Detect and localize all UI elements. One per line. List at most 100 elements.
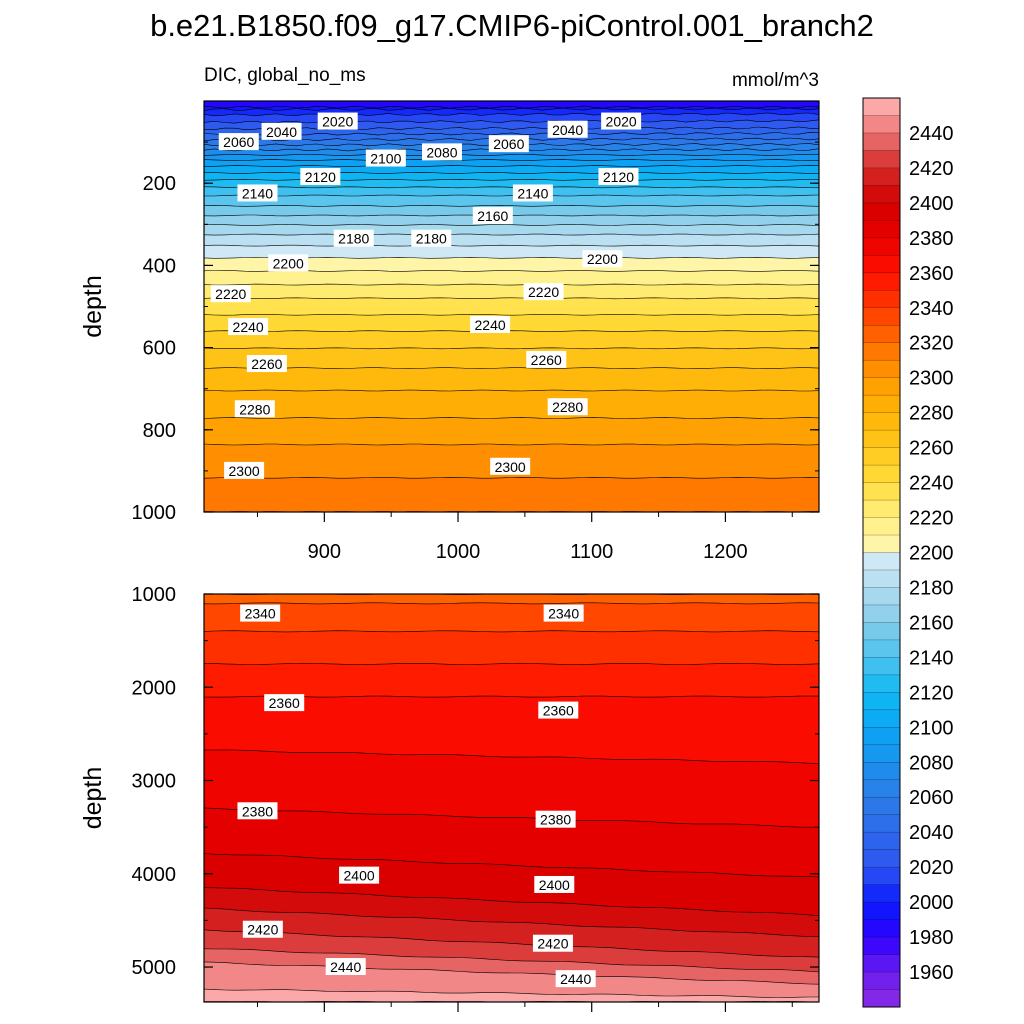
colorbar-swatch-2000: [863, 884, 900, 903]
contour-label-2040: 2040: [547, 120, 588, 138]
svg-text:2100: 2100: [370, 151, 401, 167]
svg-text:2080: 2080: [426, 144, 457, 160]
svg-text:2200: 2200: [587, 251, 618, 267]
colorbar-swatch-2340: [863, 290, 900, 309]
colorbar-swatch-1990: [863, 902, 900, 921]
band-2310: [204, 477, 819, 512]
contour-line-2280: [204, 389, 819, 392]
colorbar-swatch-2200: [863, 535, 900, 553]
colorbar-swatch-2290: [863, 377, 900, 396]
contour-line-2010: [204, 112, 819, 117]
contour-line-2420: [204, 929, 819, 958]
colorbar-label: 2080: [909, 752, 954, 774]
svg-text:2120: 2120: [305, 169, 336, 185]
svg-text:2140: 2140: [242, 185, 273, 201]
x-tick-label: 900: [308, 541, 341, 563]
contour-label-2380: 2380: [237, 802, 278, 820]
colorbar-swatch-2210: [863, 517, 900, 536]
contour-line-2100: [204, 165, 819, 167]
contour-label-2360: 2360: [538, 701, 579, 719]
colorbar-swatch-2450: [863, 98, 900, 116]
svg-text:2380: 2380: [540, 812, 571, 828]
colorbar-label: 2040: [909, 822, 954, 844]
contour-line-2440: [204, 961, 819, 985]
y-axis-label: depth: [79, 275, 107, 338]
contour-line-2360: [204, 695, 819, 698]
colorbar-swatch-2080: [863, 744, 900, 763]
colorbar-label: 2140: [909, 647, 954, 669]
colorbar-swatch-2420: [863, 150, 900, 169]
contour-label-2380: 2380: [535, 810, 576, 828]
svg-text:2360: 2360: [543, 703, 574, 719]
contour-line-2380: [204, 807, 819, 828]
svg-text:2120: 2120: [603, 169, 634, 185]
x-tick-label: 1000: [436, 541, 481, 563]
colorbar-swatch-2180: [863, 569, 900, 588]
contour-line-2150: [204, 204, 819, 207]
contour-label-2300: 2300: [490, 457, 531, 475]
contour-line-2040: [204, 132, 819, 136]
contour-line-2330: [204, 602, 819, 605]
colorbar-swatch-2250: [863, 447, 900, 466]
contour-line-2000: [204, 107, 819, 111]
contour-label-2440: 2440: [325, 958, 366, 976]
colorbar-label: 2320: [909, 333, 954, 355]
colorbar-swatch-2160: [863, 604, 900, 623]
colorbar-swatch-1980: [863, 919, 900, 938]
contour-line-2400: [204, 887, 819, 916]
svg-text:2240: 2240: [475, 317, 506, 333]
colorbar-label: 2180: [909, 577, 954, 599]
y-tick-label: 200: [143, 173, 176, 195]
svg-text:2400: 2400: [344, 868, 375, 884]
colorbar-swatch-2320: [863, 325, 900, 344]
contour-label-2280: 2280: [547, 398, 588, 416]
colorbar-label: 2400: [909, 193, 954, 215]
colorbar-swatch-1970: [863, 937, 900, 956]
colorbar-swatch-2120: [863, 674, 900, 693]
contour-line-2090: [204, 159, 819, 161]
svg-text:2440: 2440: [560, 971, 591, 987]
contour-line-2290: [204, 417, 819, 419]
colorbar-swatch-2040: [863, 814, 900, 833]
colorbar-swatch-2070: [863, 762, 900, 781]
svg-text:2340: 2340: [245, 606, 276, 622]
svg-text:2280: 2280: [552, 399, 583, 415]
svg-text:2420: 2420: [537, 936, 568, 952]
contour-label-2120: 2120: [300, 168, 341, 186]
svg-text:2160: 2160: [477, 208, 508, 224]
contour-line-2030: [204, 126, 819, 131]
svg-text:2260: 2260: [251, 356, 282, 372]
colorbar-label: 2020: [909, 857, 954, 879]
contour-label-2400: 2400: [339, 866, 380, 884]
contour-fill-area: 2340 2340 2360 2360 2380 2380 2400 2400 2420 2420…: [204, 594, 819, 1002]
contour-line-2270: [204, 367, 819, 369]
contour-line-2390: [204, 853, 819, 878]
svg-text:2240: 2240: [233, 319, 264, 335]
colorbar-swatch-2050: [863, 797, 900, 816]
colorbar-label: 2280: [909, 403, 954, 425]
svg-text:2280: 2280: [239, 401, 270, 417]
colorbar-swatch-2020: [863, 849, 900, 868]
colorbar-swatch-2240: [863, 465, 900, 484]
contour-line-2220: [204, 283, 819, 286]
colorbar-swatch-2330: [863, 307, 900, 326]
svg-text:2380: 2380: [242, 803, 273, 819]
colorbar-swatch-2350: [863, 272, 900, 291]
colorbar-swatch-2190: [863, 552, 900, 571]
contour-fill-area: 2020 2040 2060 2020 2040 2060 2080 2100 2120 2120…: [204, 101, 819, 512]
contour-line-2190: [204, 244, 819, 247]
contour-label-2140: 2140: [512, 184, 553, 202]
colorbar-label: 2440: [909, 123, 954, 145]
contour-line-2260: [204, 347, 819, 350]
svg-text:2360: 2360: [269, 695, 300, 711]
colorbar-label: 2340: [909, 298, 954, 320]
colorbar-label: 2380: [909, 228, 954, 250]
contour-label-2340: 2340: [543, 604, 584, 622]
contour-label-2020: 2020: [317, 112, 358, 130]
contour-label-2080: 2080: [421, 143, 462, 161]
colorbar-label: 2100: [909, 717, 954, 739]
contour-label-2300: 2300: [224, 461, 265, 479]
svg-text:2060: 2060: [493, 136, 524, 152]
contour-line-2350: [204, 663, 819, 665]
colorbar-frame: [862, 97, 901, 1008]
